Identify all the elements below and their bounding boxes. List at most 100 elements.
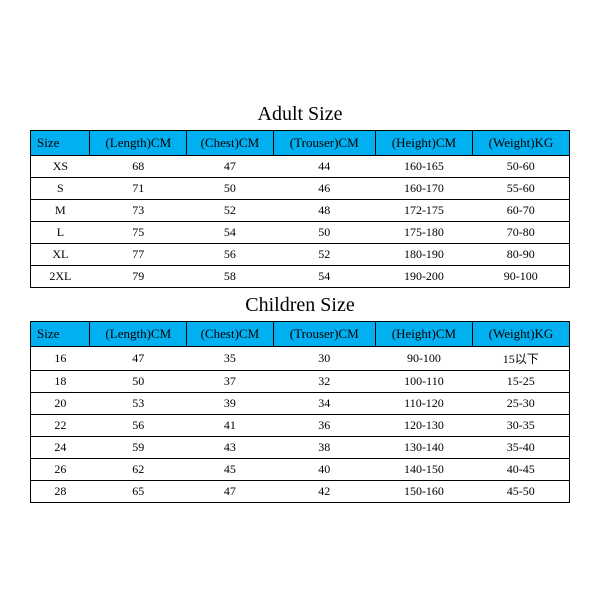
cell: 55-60 bbox=[472, 178, 569, 200]
cell: 62 bbox=[90, 459, 187, 481]
cell: 45-50 bbox=[472, 481, 569, 503]
col-trouser: (Trouser)CM bbox=[273, 131, 375, 156]
cell: 46 bbox=[273, 178, 375, 200]
col-size: Size bbox=[31, 131, 90, 156]
cell: 40 bbox=[273, 459, 375, 481]
cell: 175-180 bbox=[375, 222, 472, 244]
table-row: XL775652180-19080-90 bbox=[31, 244, 570, 266]
size-chart-container: Adult Size Size (Length)CM (Chest)CM (Tr… bbox=[30, 97, 570, 503]
cell: 190-200 bbox=[375, 266, 472, 288]
cell: 42 bbox=[273, 481, 375, 503]
cell: 50 bbox=[90, 371, 187, 393]
cell: 47 bbox=[187, 481, 273, 503]
cell: 15以下 bbox=[472, 347, 569, 371]
cell: 26 bbox=[31, 459, 90, 481]
cell: 52 bbox=[273, 244, 375, 266]
cell: 30 bbox=[273, 347, 375, 371]
cell: 180-190 bbox=[375, 244, 472, 266]
cell: S bbox=[31, 178, 90, 200]
cell: 39 bbox=[187, 393, 273, 415]
cell: 47 bbox=[187, 156, 273, 178]
adult-table: Size (Length)CM (Chest)CM (Trouser)CM (H… bbox=[30, 130, 570, 288]
col-height: (Height)CM bbox=[375, 131, 472, 156]
cell: 60-70 bbox=[472, 200, 569, 222]
cell: 130-140 bbox=[375, 437, 472, 459]
cell: 50-60 bbox=[472, 156, 569, 178]
cell: 140-150 bbox=[375, 459, 472, 481]
cell: 110-120 bbox=[375, 393, 472, 415]
cell: 80-90 bbox=[472, 244, 569, 266]
table-row: 18503732100-11015-25 bbox=[31, 371, 570, 393]
cell: 56 bbox=[90, 415, 187, 437]
cell: 172-175 bbox=[375, 200, 472, 222]
table-row: 2XL795854190-20090-100 bbox=[31, 266, 570, 288]
cell: 47 bbox=[90, 347, 187, 371]
col-weight: (Weight)KG bbox=[472, 131, 569, 156]
cell: 150-160 bbox=[375, 481, 472, 503]
col-chest: (Chest)CM bbox=[187, 131, 273, 156]
cell: 52 bbox=[187, 200, 273, 222]
cell: 100-110 bbox=[375, 371, 472, 393]
cell: 30-35 bbox=[472, 415, 569, 437]
cell: XL bbox=[31, 244, 90, 266]
cell: 45 bbox=[187, 459, 273, 481]
cell: 20 bbox=[31, 393, 90, 415]
children-title: Children Size bbox=[30, 288, 570, 321]
cell: 22 bbox=[31, 415, 90, 437]
table-row: S715046160-17055-60 bbox=[31, 178, 570, 200]
cell: 25-30 bbox=[472, 393, 569, 415]
adult-header-row: Size (Length)CM (Chest)CM (Trouser)CM (H… bbox=[31, 131, 570, 156]
cell: 18 bbox=[31, 371, 90, 393]
cell: 65 bbox=[90, 481, 187, 503]
cell: 37 bbox=[187, 371, 273, 393]
cell: 16 bbox=[31, 347, 90, 371]
cell: XS bbox=[31, 156, 90, 178]
col-length: (Length)CM bbox=[90, 322, 187, 347]
col-height: (Height)CM bbox=[375, 322, 472, 347]
table-row: 24594338130-14035-40 bbox=[31, 437, 570, 459]
col-chest: (Chest)CM bbox=[187, 322, 273, 347]
cell: 68 bbox=[90, 156, 187, 178]
cell: 44 bbox=[273, 156, 375, 178]
table-row: M735248172-17560-70 bbox=[31, 200, 570, 222]
cell: 32 bbox=[273, 371, 375, 393]
children-table: Size (Length)CM (Chest)CM (Trouser)CM (H… bbox=[30, 321, 570, 503]
cell: 56 bbox=[187, 244, 273, 266]
table-row: 26624540140-15040-45 bbox=[31, 459, 570, 481]
col-weight: (Weight)KG bbox=[472, 322, 569, 347]
cell: 59 bbox=[90, 437, 187, 459]
cell: 35 bbox=[187, 347, 273, 371]
cell: 90-100 bbox=[472, 266, 569, 288]
cell: 79 bbox=[90, 266, 187, 288]
table-row: 28654742150-16045-50 bbox=[31, 481, 570, 503]
col-size: Size bbox=[31, 322, 90, 347]
cell: 2XL bbox=[31, 266, 90, 288]
col-trouser: (Trouser)CM bbox=[273, 322, 375, 347]
children-header-row: Size (Length)CM (Chest)CM (Trouser)CM (H… bbox=[31, 322, 570, 347]
cell: 53 bbox=[90, 393, 187, 415]
cell: 35-40 bbox=[472, 437, 569, 459]
adult-title: Adult Size bbox=[30, 97, 570, 130]
col-length: (Length)CM bbox=[90, 131, 187, 156]
cell: 48 bbox=[273, 200, 375, 222]
cell: 50 bbox=[273, 222, 375, 244]
cell: 54 bbox=[187, 222, 273, 244]
cell: 160-170 bbox=[375, 178, 472, 200]
cell: 58 bbox=[187, 266, 273, 288]
cell: 41 bbox=[187, 415, 273, 437]
cell: 160-165 bbox=[375, 156, 472, 178]
cell: 120-130 bbox=[375, 415, 472, 437]
table-row: L755450175-18070-80 bbox=[31, 222, 570, 244]
cell: 90-100 bbox=[375, 347, 472, 371]
table-row: 1647353090-10015以下 bbox=[31, 347, 570, 371]
cell: 34 bbox=[273, 393, 375, 415]
cell: 77 bbox=[90, 244, 187, 266]
cell: 38 bbox=[273, 437, 375, 459]
cell: M bbox=[31, 200, 90, 222]
table-row: 22564136120-13030-35 bbox=[31, 415, 570, 437]
cell: 24 bbox=[31, 437, 90, 459]
cell: 70-80 bbox=[472, 222, 569, 244]
cell: 73 bbox=[90, 200, 187, 222]
cell: 40-45 bbox=[472, 459, 569, 481]
cell: 28 bbox=[31, 481, 90, 503]
